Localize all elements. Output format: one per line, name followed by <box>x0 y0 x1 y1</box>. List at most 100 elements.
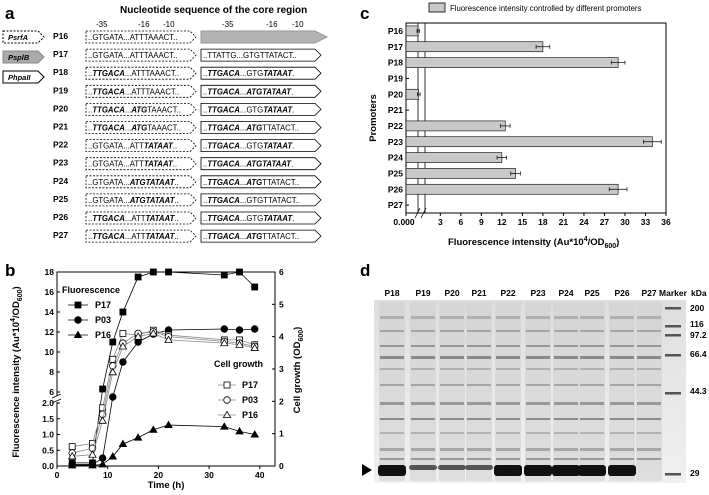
y-axis-title: Promoters <box>368 94 379 142</box>
psrfA-box <box>85 211 197 225</box>
x-tick-label: 3 <box>438 217 443 227</box>
protein-band <box>610 458 634 460</box>
lane-label: P25 <box>584 288 599 298</box>
x-tick-label: 40 <box>255 470 265 480</box>
target-band <box>409 465 437 470</box>
data-point <box>74 316 82 324</box>
psrfA-box <box>85 103 197 116</box>
data-point <box>149 268 157 276</box>
break-mark <box>414 207 421 219</box>
protein-band <box>580 356 604 359</box>
panel-b-label: b <box>5 261 15 280</box>
data-point <box>118 341 128 350</box>
data-point <box>67 460 77 469</box>
protein-band <box>496 418 520 420</box>
panel-d: d P18 P19 P20 P21 P22 P23 P24 P25 P26 P27 Marker kD… <box>360 261 707 483</box>
protein-band <box>580 432 604 434</box>
sequence-row: P25 ..GTGATA...ATGTATAAT.. ..TTGACA...GTGT… <box>53 193 322 207</box>
chart-title: Fluorescence intensity controlled by dif… <box>450 4 642 13</box>
data-point <box>68 443 76 451</box>
series-growth-P03 <box>68 328 259 457</box>
panel-d-label: d <box>360 261 370 280</box>
protein-band <box>554 330 578 332</box>
y-left-tick-label: 12 <box>45 327 55 337</box>
protein-band <box>610 316 634 319</box>
target-band <box>494 465 522 476</box>
protein-band <box>380 316 404 319</box>
protein-band <box>610 402 634 405</box>
protein-band <box>440 368 464 370</box>
lane-label: P20 <box>444 288 459 298</box>
row-promoter-name: P27 <box>53 230 68 240</box>
axis-break-gap <box>53 396 61 402</box>
data-point <box>133 332 143 340</box>
y-right-tick-label: 0 <box>279 461 284 471</box>
protein-band <box>580 458 604 460</box>
sequence-row: P23 ..GTGATA...ATTTATAAT.. ..TTGACA...ATGT… <box>53 157 322 171</box>
protein-band <box>467 448 491 451</box>
protein-band <box>496 316 520 319</box>
sequence-row: P26 ..TTGACA...ATTTATAAT.. ..TTGACA...GTGT… <box>53 211 322 225</box>
gel-lane <box>409 302 437 481</box>
y-right-tick-label: 2 <box>279 396 284 406</box>
series-line <box>72 331 255 454</box>
protein-band <box>380 432 404 434</box>
protein-band <box>440 330 464 332</box>
protein-band <box>637 368 661 370</box>
target-band <box>552 465 580 476</box>
data-point <box>220 338 229 347</box>
sequence-row: P16 ..GTGATA...ATTTAAACT.. <box>53 30 329 44</box>
protein-band <box>440 316 464 319</box>
protein-band <box>554 402 578 405</box>
growth-legend: Cell growth P17 P03 P16 <box>214 359 263 420</box>
lane-label: P23 <box>530 288 545 298</box>
target-band <box>524 465 552 476</box>
left-sequence: ..TTGACA...ATGTAAACT.. <box>88 124 181 133</box>
protein-band <box>496 402 520 405</box>
protein-band <box>526 458 550 460</box>
protein-band <box>526 432 550 434</box>
protein-band <box>411 316 435 319</box>
phpaII-box <box>200 175 322 189</box>
marker-band <box>665 325 681 328</box>
data-point <box>251 283 259 291</box>
row-promoter-name: P23 <box>53 158 68 168</box>
protein-band <box>526 418 550 420</box>
category-label: P26 <box>388 184 403 194</box>
sequence-row: P18 ..TTGACA...ATTTAAACT.. ..TTGACA...GTGT… <box>53 66 322 80</box>
right-sequence: ..TTGACA...GTGTTATACT.. <box>203 196 300 205</box>
target-arrow-icon <box>362 464 372 476</box>
psrfA-box <box>85 193 197 207</box>
x-tick-label: 33 <box>641 217 651 227</box>
row-promoter-name: P18 <box>53 67 68 77</box>
fluorescence-legend: Fluorescence P17 P03 P16 <box>62 285 120 340</box>
row-promoter-name: P22 <box>53 140 68 150</box>
protein-band <box>411 384 435 386</box>
gel-lane <box>578 302 606 481</box>
series-growth-P16 <box>67 329 260 460</box>
psrfA-arrow <box>2 30 45 44</box>
lane-smear <box>410 302 436 481</box>
protein-band <box>580 384 604 386</box>
protein-band <box>467 432 491 434</box>
protein-band <box>554 384 578 386</box>
phpaII-box <box>200 211 322 225</box>
lane-label: P22 <box>500 288 515 298</box>
phpaII-box <box>200 84 322 98</box>
psrfA-box <box>85 121 197 134</box>
phpaII-box <box>200 103 322 116</box>
x-tick-label: 30 <box>620 217 630 227</box>
legend-title: Fluorescence <box>62 285 120 295</box>
gel-lane <box>552 302 580 481</box>
data-point <box>220 325 229 333</box>
series-fluorescence-P03 <box>68 325 259 469</box>
protein-band <box>411 402 435 405</box>
data-point <box>74 301 82 309</box>
x-tick-label: 27 <box>600 217 610 227</box>
data-point <box>73 330 83 338</box>
lane-smear <box>466 302 492 481</box>
x-tick-label: 10 <box>103 470 113 480</box>
protein-band <box>580 448 604 451</box>
protein-band <box>637 356 661 359</box>
